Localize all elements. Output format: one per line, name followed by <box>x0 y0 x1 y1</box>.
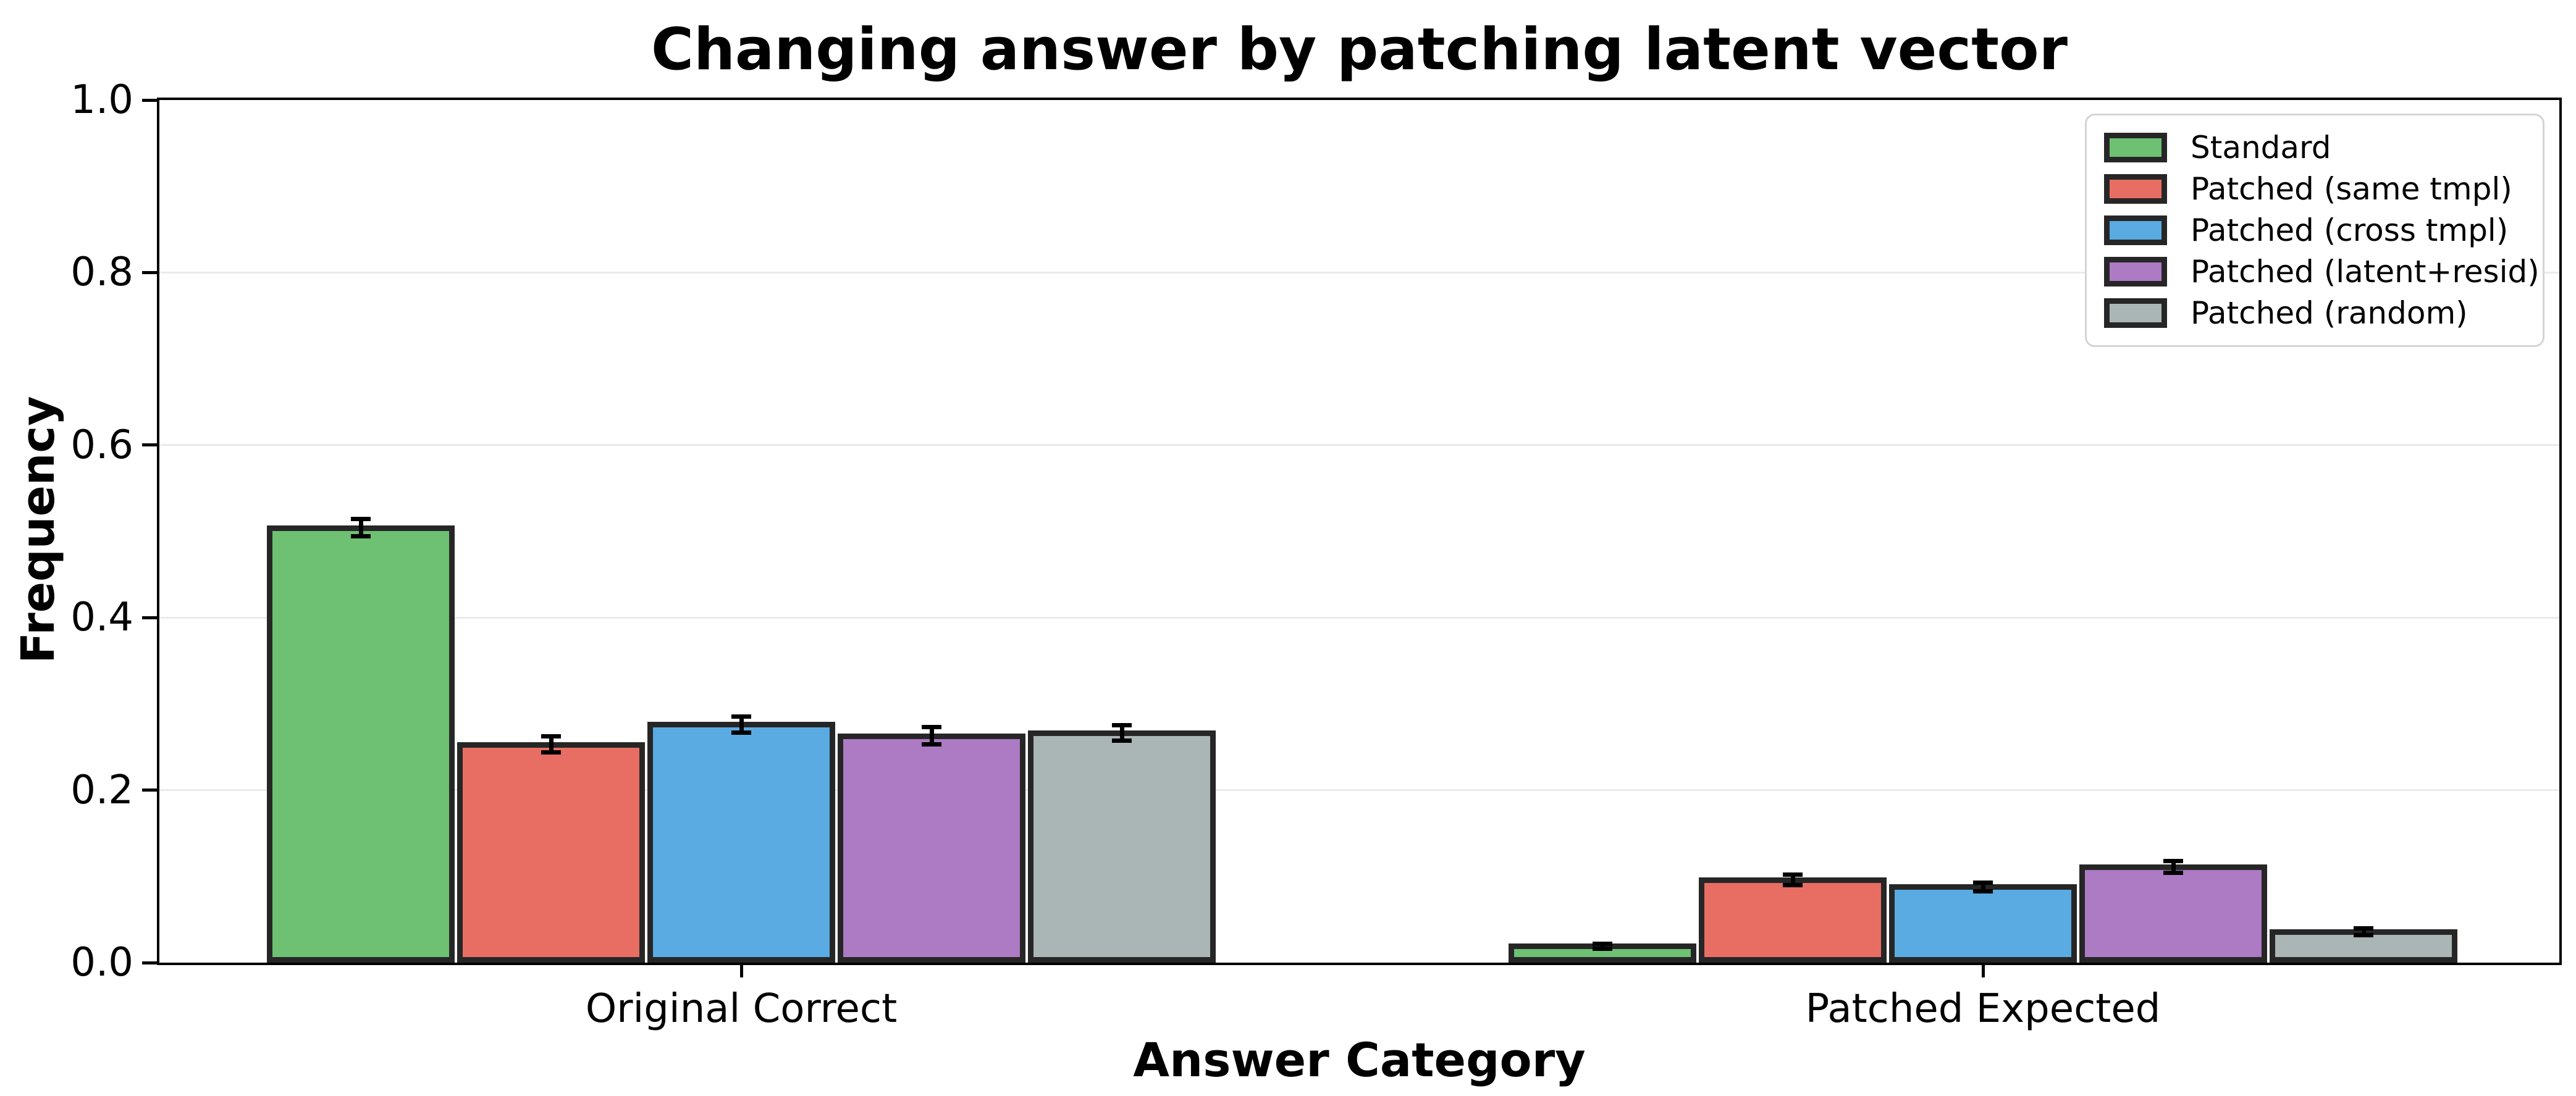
error-bar-cap-top <box>2163 858 2183 863</box>
error-bar-cap-top <box>1783 872 1803 877</box>
y-tick-label: 0.6 <box>70 422 133 468</box>
x-axis-label: Answer Category <box>1133 1032 1586 1087</box>
legend-swatch <box>2104 132 2167 162</box>
error-bar <box>1790 874 1795 885</box>
error-bar-cap-top <box>731 714 751 719</box>
legend: Standard Patched (same tmpl) Patched (cros… <box>2085 114 2544 347</box>
y-tick-mark <box>142 961 157 964</box>
error-bar-cap-bottom <box>1973 889 1993 893</box>
legend-swatch <box>2104 257 2167 287</box>
legend-swatch <box>2104 298 2167 328</box>
y-tick-label: 0.4 <box>70 595 133 641</box>
error-bar-cap-bottom <box>541 750 561 755</box>
error-bar <box>1600 943 1605 949</box>
error-bar-cap-bottom <box>1783 882 1803 887</box>
error-bar-cap-bottom <box>1593 947 1612 952</box>
bar-patched-cross-tmpl- <box>647 722 835 963</box>
x-tick-label: Patched Expected <box>1805 986 2161 1032</box>
legend-swatch <box>2104 215 2167 245</box>
y-tick-label: 0.2 <box>70 767 133 813</box>
legend-row: Patched (latent+resid) <box>2104 254 2540 290</box>
gridline <box>159 271 2559 274</box>
legend-label: Patched (random) <box>2191 295 2468 332</box>
x-tick-label: Original Correct <box>585 986 898 1032</box>
bar-standard <box>267 525 455 963</box>
error-bar-cap-bottom <box>922 742 941 747</box>
error-bar <box>549 736 554 753</box>
bar-patched-latent-resid- <box>2079 864 2267 963</box>
error-bar <box>1119 725 1124 741</box>
legend-row: Patched (random) <box>2104 295 2525 331</box>
x-tick-mark <box>739 963 743 977</box>
error-bar-cap-bottom <box>2354 932 2373 937</box>
y-tick-label: 1.0 <box>70 77 133 123</box>
error-bar-cap-top <box>541 734 561 739</box>
y-tick-mark <box>142 443 157 447</box>
error-bar <box>2361 928 2366 935</box>
plot-area: Standard Patched (same tmpl) Patched (cros… <box>70 77 2562 1032</box>
y-tick-mark <box>142 270 157 274</box>
error-bar-cap-bottom <box>731 730 751 735</box>
error-bar-cap-top <box>1593 941 1612 946</box>
error-bar-cap-top <box>2354 926 2373 931</box>
bar-patched-same-tmpl- <box>457 742 645 963</box>
error-bar-cap-top <box>922 725 941 730</box>
legend-label: Patched (cross tmpl) <box>2191 212 2509 248</box>
x-tick-mark <box>1981 963 1985 977</box>
legend-label: Patched (latent+resid) <box>2191 254 2540 290</box>
error-bar <box>2171 861 2176 873</box>
error-bar <box>929 727 934 745</box>
error-bar <box>1980 882 1985 892</box>
y-tick-mark <box>142 789 157 792</box>
error-bar-cap-bottom <box>1112 738 1132 743</box>
legend-row: Patched (same tmpl) <box>2104 171 2525 207</box>
error-bar <box>358 519 363 537</box>
legend-label: Standard <box>2191 129 2331 165</box>
error-bar-cap-top <box>1973 880 1993 885</box>
bar-patched-latent-resid- <box>838 733 1025 963</box>
legend-label: Patched (same tmpl) <box>2191 170 2512 207</box>
gridline <box>159 616 2559 619</box>
error-bar-cap-bottom <box>2163 871 2183 876</box>
bar-patched-cross-tmpl- <box>1889 884 2077 963</box>
error-bar-cap-top <box>351 517 371 522</box>
bar-patched-random- <box>1028 730 1216 963</box>
error-bar <box>739 716 744 732</box>
legend-row: Patched (cross tmpl) <box>2104 212 2525 248</box>
bar-patched-same-tmpl- <box>1699 877 1887 963</box>
legend-row: Standard <box>2104 130 2525 165</box>
error-bar-cap-top <box>1112 723 1132 728</box>
y-tick-mark <box>142 98 157 102</box>
gridline <box>159 444 2559 446</box>
y-axis-label: Frequency <box>12 396 65 664</box>
error-bar-cap-bottom <box>351 534 371 539</box>
gridline <box>159 789 2559 792</box>
chart-title: Changing answer by patching latent vecto… <box>651 16 2068 83</box>
y-tick-mark <box>142 616 157 619</box>
y-tick-label: 0.8 <box>70 249 133 296</box>
legend-swatch <box>2104 174 2167 204</box>
y-tick-label: 0.0 <box>70 940 133 985</box>
